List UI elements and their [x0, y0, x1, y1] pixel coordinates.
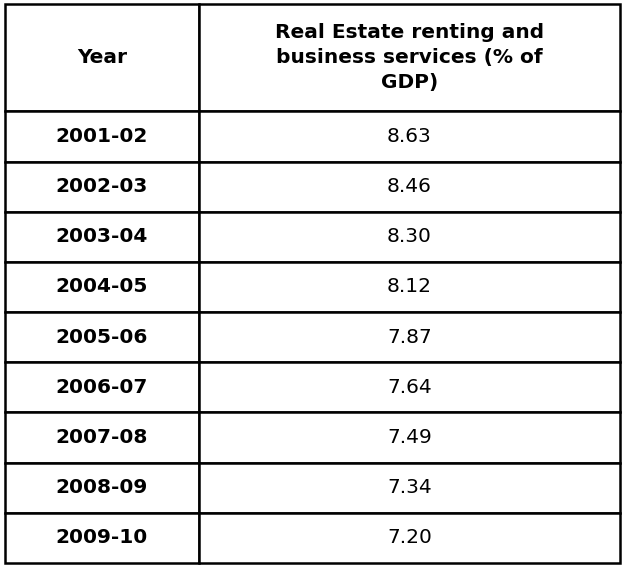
Text: 2001-02: 2001-02 [56, 127, 148, 146]
Bar [5, 162, 199, 211]
Text: 7.20: 7.20 [387, 528, 432, 547]
Bar [199, 463, 620, 513]
Bar [5, 4, 199, 111]
Text: 2008-09: 2008-09 [56, 478, 148, 497]
Bar [199, 111, 620, 162]
Text: 2005-06: 2005-06 [56, 328, 148, 346]
Text: 2004-05: 2004-05 [56, 277, 148, 297]
Text: 7.87: 7.87 [387, 328, 432, 346]
Text: 2007-08: 2007-08 [56, 428, 148, 447]
Text: 7.49: 7.49 [387, 428, 432, 447]
Bar [199, 4, 620, 111]
Text: Year: Year [77, 48, 127, 67]
Text: 8.30: 8.30 [387, 227, 432, 246]
Bar [5, 362, 199, 412]
Bar [199, 513, 620, 563]
Bar [199, 211, 620, 262]
Text: 2009-10: 2009-10 [56, 528, 148, 547]
Bar [5, 312, 199, 362]
Bar [5, 412, 199, 463]
Bar [199, 262, 620, 312]
Bar [199, 412, 620, 463]
Text: 7.34: 7.34 [387, 478, 432, 497]
Bar [199, 362, 620, 412]
Bar [5, 513, 199, 563]
Text: Real Estate renting and
business services (% of
GDP): Real Estate renting and business service… [275, 23, 544, 92]
Text: 8.12: 8.12 [387, 277, 432, 297]
Bar [5, 262, 199, 312]
Bar [199, 162, 620, 211]
Text: 2003-04: 2003-04 [56, 227, 148, 246]
Text: 7.64: 7.64 [387, 378, 432, 397]
Bar [5, 463, 199, 513]
Text: 2002-03: 2002-03 [56, 177, 148, 196]
Bar [199, 312, 620, 362]
Text: 2006-07: 2006-07 [56, 378, 148, 397]
Bar [5, 211, 199, 262]
Text: 8.63: 8.63 [387, 127, 432, 146]
Text: 8.46: 8.46 [387, 177, 432, 196]
Bar [5, 111, 199, 162]
